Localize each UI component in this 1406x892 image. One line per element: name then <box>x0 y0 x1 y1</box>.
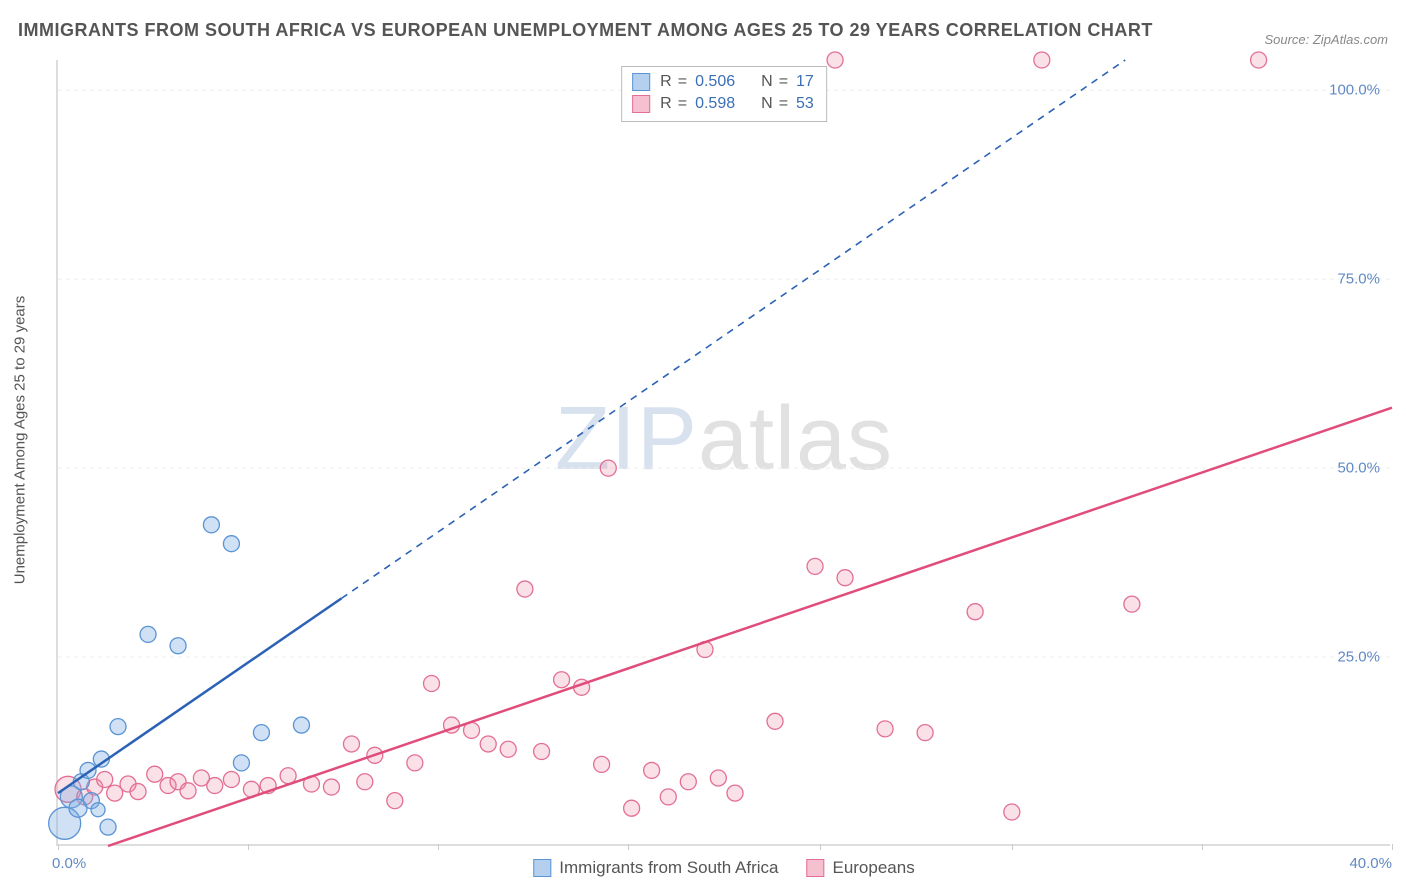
y-tick-label: 75.0% <box>1337 271 1380 288</box>
legend-n-label: N <box>761 71 773 93</box>
x-tick <box>820 844 821 850</box>
legend-swatch-pink-icon <box>806 859 824 877</box>
x-tick <box>1392 844 1393 850</box>
x-tick <box>1202 844 1203 850</box>
chart-plot-area: ZIPatlas R = 0.506 N = 17 R = 0.598 N = … <box>56 60 1390 846</box>
x-tick <box>58 844 59 850</box>
x-tick-label: 0.0% <box>52 855 86 872</box>
correlation-legend-row-blue: R = 0.506 N = 17 <box>632 71 816 93</box>
series-pink-label: Europeans <box>832 858 914 878</box>
legend-pink-n-value: 53 <box>796 93 814 115</box>
x-tick <box>628 844 629 850</box>
legend-pink-r-value: 0.598 <box>695 93 735 115</box>
series-blue-label: Immigrants from South Africa <box>559 858 778 878</box>
series-legend-pink: Europeans <box>806 858 914 878</box>
y-axis-label: Unemployment Among Ages 25 to 29 years <box>12 296 29 585</box>
chart-title: IMMIGRANTS FROM SOUTH AFRICA VS EUROPEAN… <box>18 20 1153 41</box>
legend-r-label: R <box>660 93 672 115</box>
y-tick-label: 50.0% <box>1337 460 1380 477</box>
correlation-legend-row-pink: R = 0.598 N = 53 <box>632 93 816 115</box>
y-tick-label: 25.0% <box>1337 649 1380 666</box>
correlation-legend: R = 0.506 N = 17 R = 0.598 N = 53 <box>621 66 827 122</box>
legend-swatch-blue-icon <box>533 859 551 877</box>
series-legend-blue: Immigrants from South Africa <box>533 858 778 878</box>
y-tick-label: 100.0% <box>1329 82 1380 99</box>
legend-swatch-blue-icon <box>632 73 650 91</box>
legend-eq: = <box>779 71 788 93</box>
legend-blue-r-value: 0.506 <box>695 71 735 93</box>
x-tick-label: 40.0% <box>1349 855 1392 872</box>
legend-n-label: N <box>761 93 773 115</box>
source-attribution: Source: ZipAtlas.com <box>1264 32 1388 47</box>
legend-r-label: R <box>660 71 672 93</box>
x-tick <box>1012 844 1013 850</box>
legend-eq: = <box>678 71 687 93</box>
legend-eq: = <box>779 93 788 115</box>
legend-blue-n-value: 17 <box>796 71 814 93</box>
legend-eq: = <box>678 93 687 115</box>
x-tick <box>248 844 249 850</box>
x-tick <box>438 844 439 850</box>
scatter-svg <box>58 60 1390 844</box>
series-legend: Immigrants from South Africa Europeans <box>533 858 914 878</box>
legend-swatch-pink-icon <box>632 95 650 113</box>
